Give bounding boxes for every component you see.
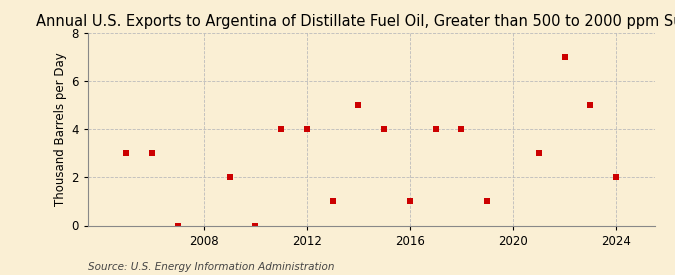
Text: Source: U.S. Energy Information Administration: Source: U.S. Energy Information Administ… <box>88 262 334 272</box>
Y-axis label: Thousand Barrels per Day: Thousand Barrels per Day <box>54 52 67 206</box>
Title: Annual U.S. Exports to Argentina of Distillate Fuel Oil, Greater than 500 to 200: Annual U.S. Exports to Argentina of Dist… <box>36 14 675 29</box>
